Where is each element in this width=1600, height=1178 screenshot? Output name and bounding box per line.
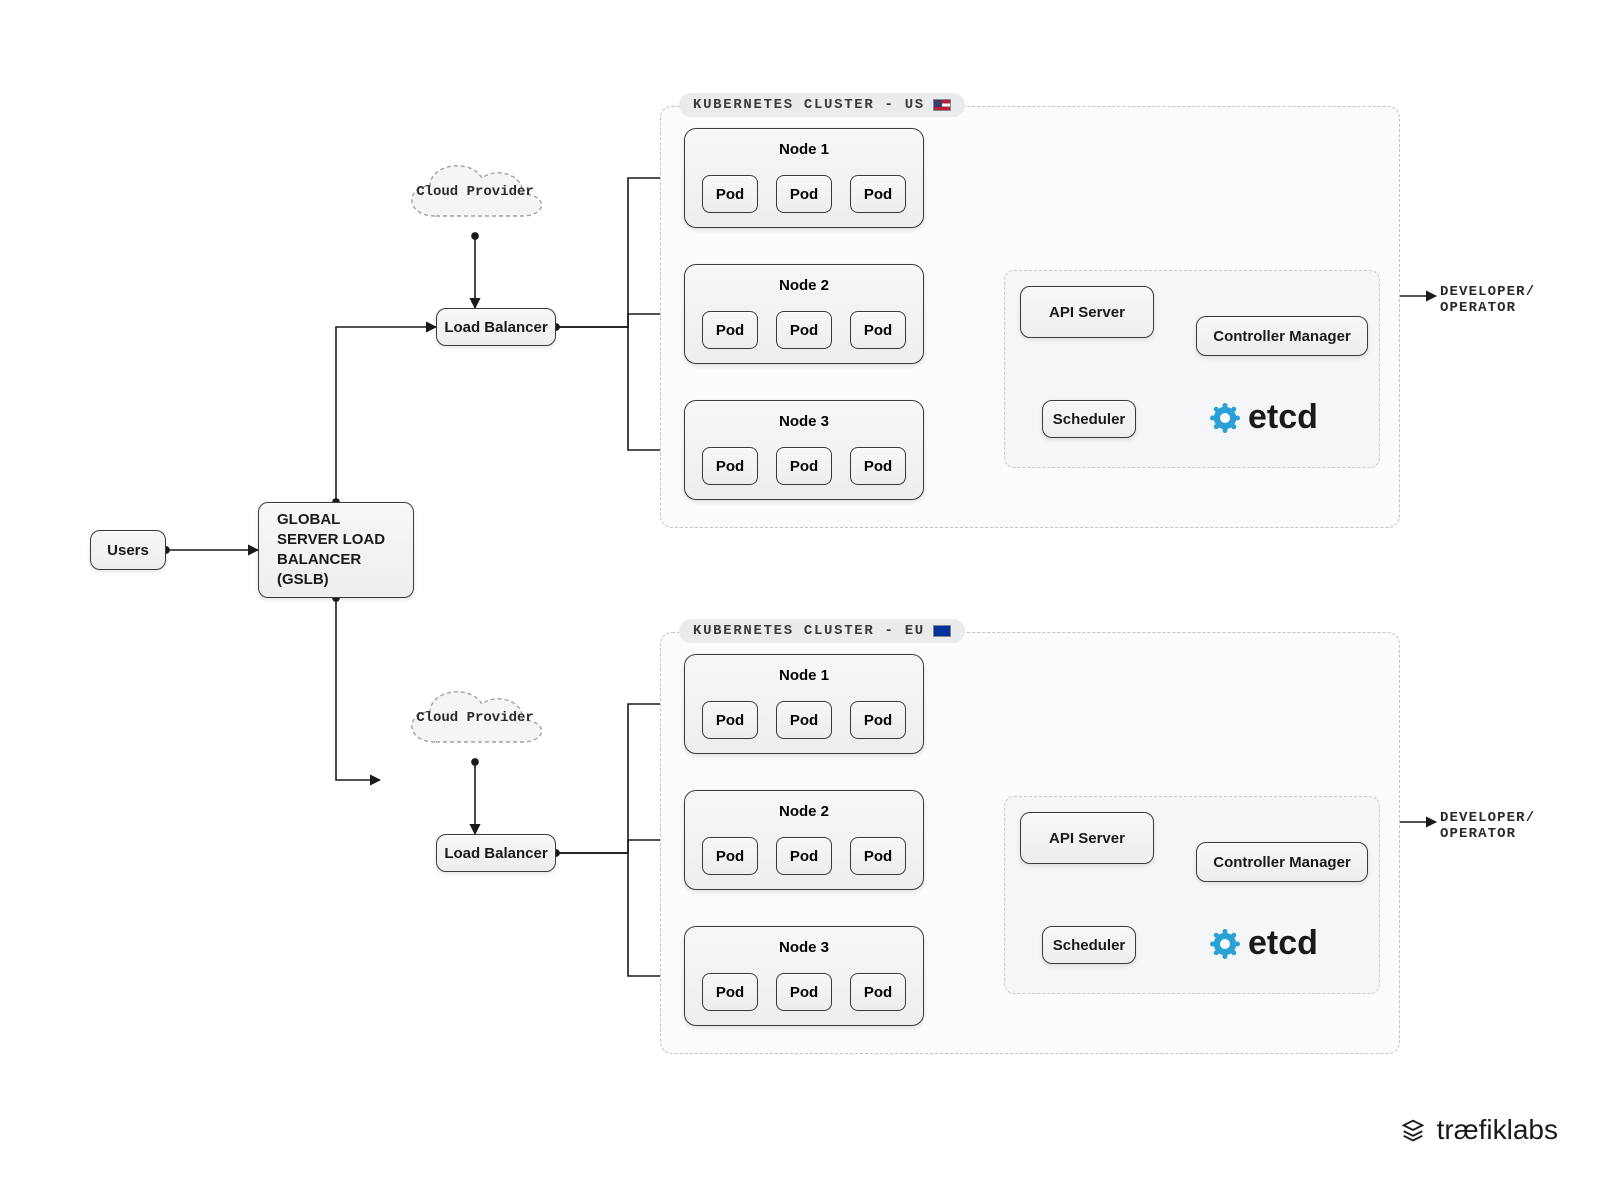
scheduler-eu: Scheduler xyxy=(1042,926,1136,964)
pod-row: Pod Pod Pod xyxy=(685,447,923,485)
pod: Pod xyxy=(702,311,758,349)
node-eu-2: Node 2 Pod Pod Pod xyxy=(684,790,924,890)
pod: Pod xyxy=(776,175,832,213)
pod: Pod xyxy=(776,973,832,1011)
us-flag-icon xyxy=(933,99,951,111)
cluster-eu-label: KUBERNETES CLUSTER - EU xyxy=(679,619,965,643)
node-title: Node 3 xyxy=(685,413,923,430)
api-server-label: API Server xyxy=(1049,830,1125,847)
developer-label-eu: DEVELOPER/ OPERATOR xyxy=(1440,810,1535,842)
node-title: Node 1 xyxy=(685,141,923,158)
pod: Pod xyxy=(702,447,758,485)
pod: Pod xyxy=(850,701,906,739)
developer-line2: OPERATOR xyxy=(1440,300,1535,316)
pod-row: Pod Pod Pod xyxy=(685,973,923,1011)
pod: Pod xyxy=(850,837,906,875)
etcd-icon xyxy=(1210,403,1240,433)
developer-line1: DEVELOPER/ xyxy=(1440,284,1535,300)
pod: Pod xyxy=(776,311,832,349)
node-title: Node 3 xyxy=(685,939,923,956)
cluster-us-label: KUBERNETES CLUSTER - US xyxy=(679,93,965,117)
api-server-eu: API Server xyxy=(1020,812,1154,864)
api-server-us: API Server xyxy=(1020,286,1154,338)
node-title: Node 2 xyxy=(685,803,923,820)
controller-manager-us: Controller Manager xyxy=(1196,316,1368,356)
gslb-node: GLOBAL SERVER LOAD BALANCER (GSLB) xyxy=(258,502,414,598)
lb-label: Load Balancer xyxy=(444,319,547,336)
cloud-provider-eu: Cloud Provider xyxy=(390,672,560,762)
load-balancer-us: Load Balancer xyxy=(436,308,556,346)
traefik-logo-icon xyxy=(1399,1116,1427,1144)
pod: Pod xyxy=(702,175,758,213)
controller-manager-label: Controller Manager xyxy=(1213,328,1351,345)
pod: Pod xyxy=(702,973,758,1011)
pod-row: Pod Pod Pod xyxy=(685,701,923,739)
cluster-us-title: KUBERNETES CLUSTER - US xyxy=(693,97,925,113)
pod: Pod xyxy=(776,701,832,739)
pod: Pod xyxy=(850,973,906,1011)
node-eu-3: Node 3 Pod Pod Pod xyxy=(684,926,924,1026)
controller-manager-label: Controller Manager xyxy=(1213,854,1351,871)
pod: Pod xyxy=(702,837,758,875)
pod-row: Pod Pod Pod xyxy=(685,175,923,213)
watermark: træfiklabs xyxy=(1399,1114,1558,1146)
pod-row: Pod Pod Pod xyxy=(685,837,923,875)
etcd-label: etcd xyxy=(1248,398,1318,437)
users-node: Users xyxy=(90,530,166,570)
developer-line2: OPERATOR xyxy=(1440,826,1535,842)
diagram-canvas: Users GLOBAL SERVER LOAD BALANCER (GSLB)… xyxy=(0,0,1600,1178)
pod: Pod xyxy=(702,701,758,739)
pod: Pod xyxy=(776,447,832,485)
node-us-3: Node 3 Pod Pod Pod xyxy=(684,400,924,500)
cloud-provider-us: Cloud Provider xyxy=(390,146,560,236)
scheduler-label: Scheduler xyxy=(1053,411,1126,428)
node-title: Node 1 xyxy=(685,667,923,684)
developer-line1: DEVELOPER/ xyxy=(1440,810,1535,826)
etcd-label: etcd xyxy=(1248,924,1318,963)
pod: Pod xyxy=(776,837,832,875)
watermark-text: træfiklabs xyxy=(1437,1114,1558,1146)
api-server-label: API Server xyxy=(1049,304,1125,321)
pod: Pod xyxy=(850,447,906,485)
node-us-1: Node 1 Pod Pod Pod xyxy=(684,128,924,228)
scheduler-label: Scheduler xyxy=(1053,937,1126,954)
lb-label: Load Balancer xyxy=(444,845,547,862)
pod: Pod xyxy=(850,175,906,213)
node-title: Node 2 xyxy=(685,277,923,294)
cluster-eu-title: KUBERNETES CLUSTER - EU xyxy=(693,623,925,639)
etcd-icon xyxy=(1210,929,1240,959)
eu-flag-icon xyxy=(933,625,951,637)
scheduler-us: Scheduler xyxy=(1042,400,1136,438)
gslb-label: GLOBAL SERVER LOAD BALANCER (GSLB) xyxy=(277,510,395,591)
users-label: Users xyxy=(107,542,149,559)
cloud-provider-label: Cloud Provider xyxy=(390,184,560,200)
node-us-2: Node 2 Pod Pod Pod xyxy=(684,264,924,364)
node-eu-1: Node 1 Pod Pod Pod xyxy=(684,654,924,754)
pod: Pod xyxy=(850,311,906,349)
load-balancer-eu: Load Balancer xyxy=(436,834,556,872)
developer-label-us: DEVELOPER/ OPERATOR xyxy=(1440,284,1535,316)
etcd-eu: etcd xyxy=(1210,924,1318,963)
pod-row: Pod Pod Pod xyxy=(685,311,923,349)
cloud-provider-label: Cloud Provider xyxy=(390,710,560,726)
etcd-us: etcd xyxy=(1210,398,1318,437)
controller-manager-eu: Controller Manager xyxy=(1196,842,1368,882)
